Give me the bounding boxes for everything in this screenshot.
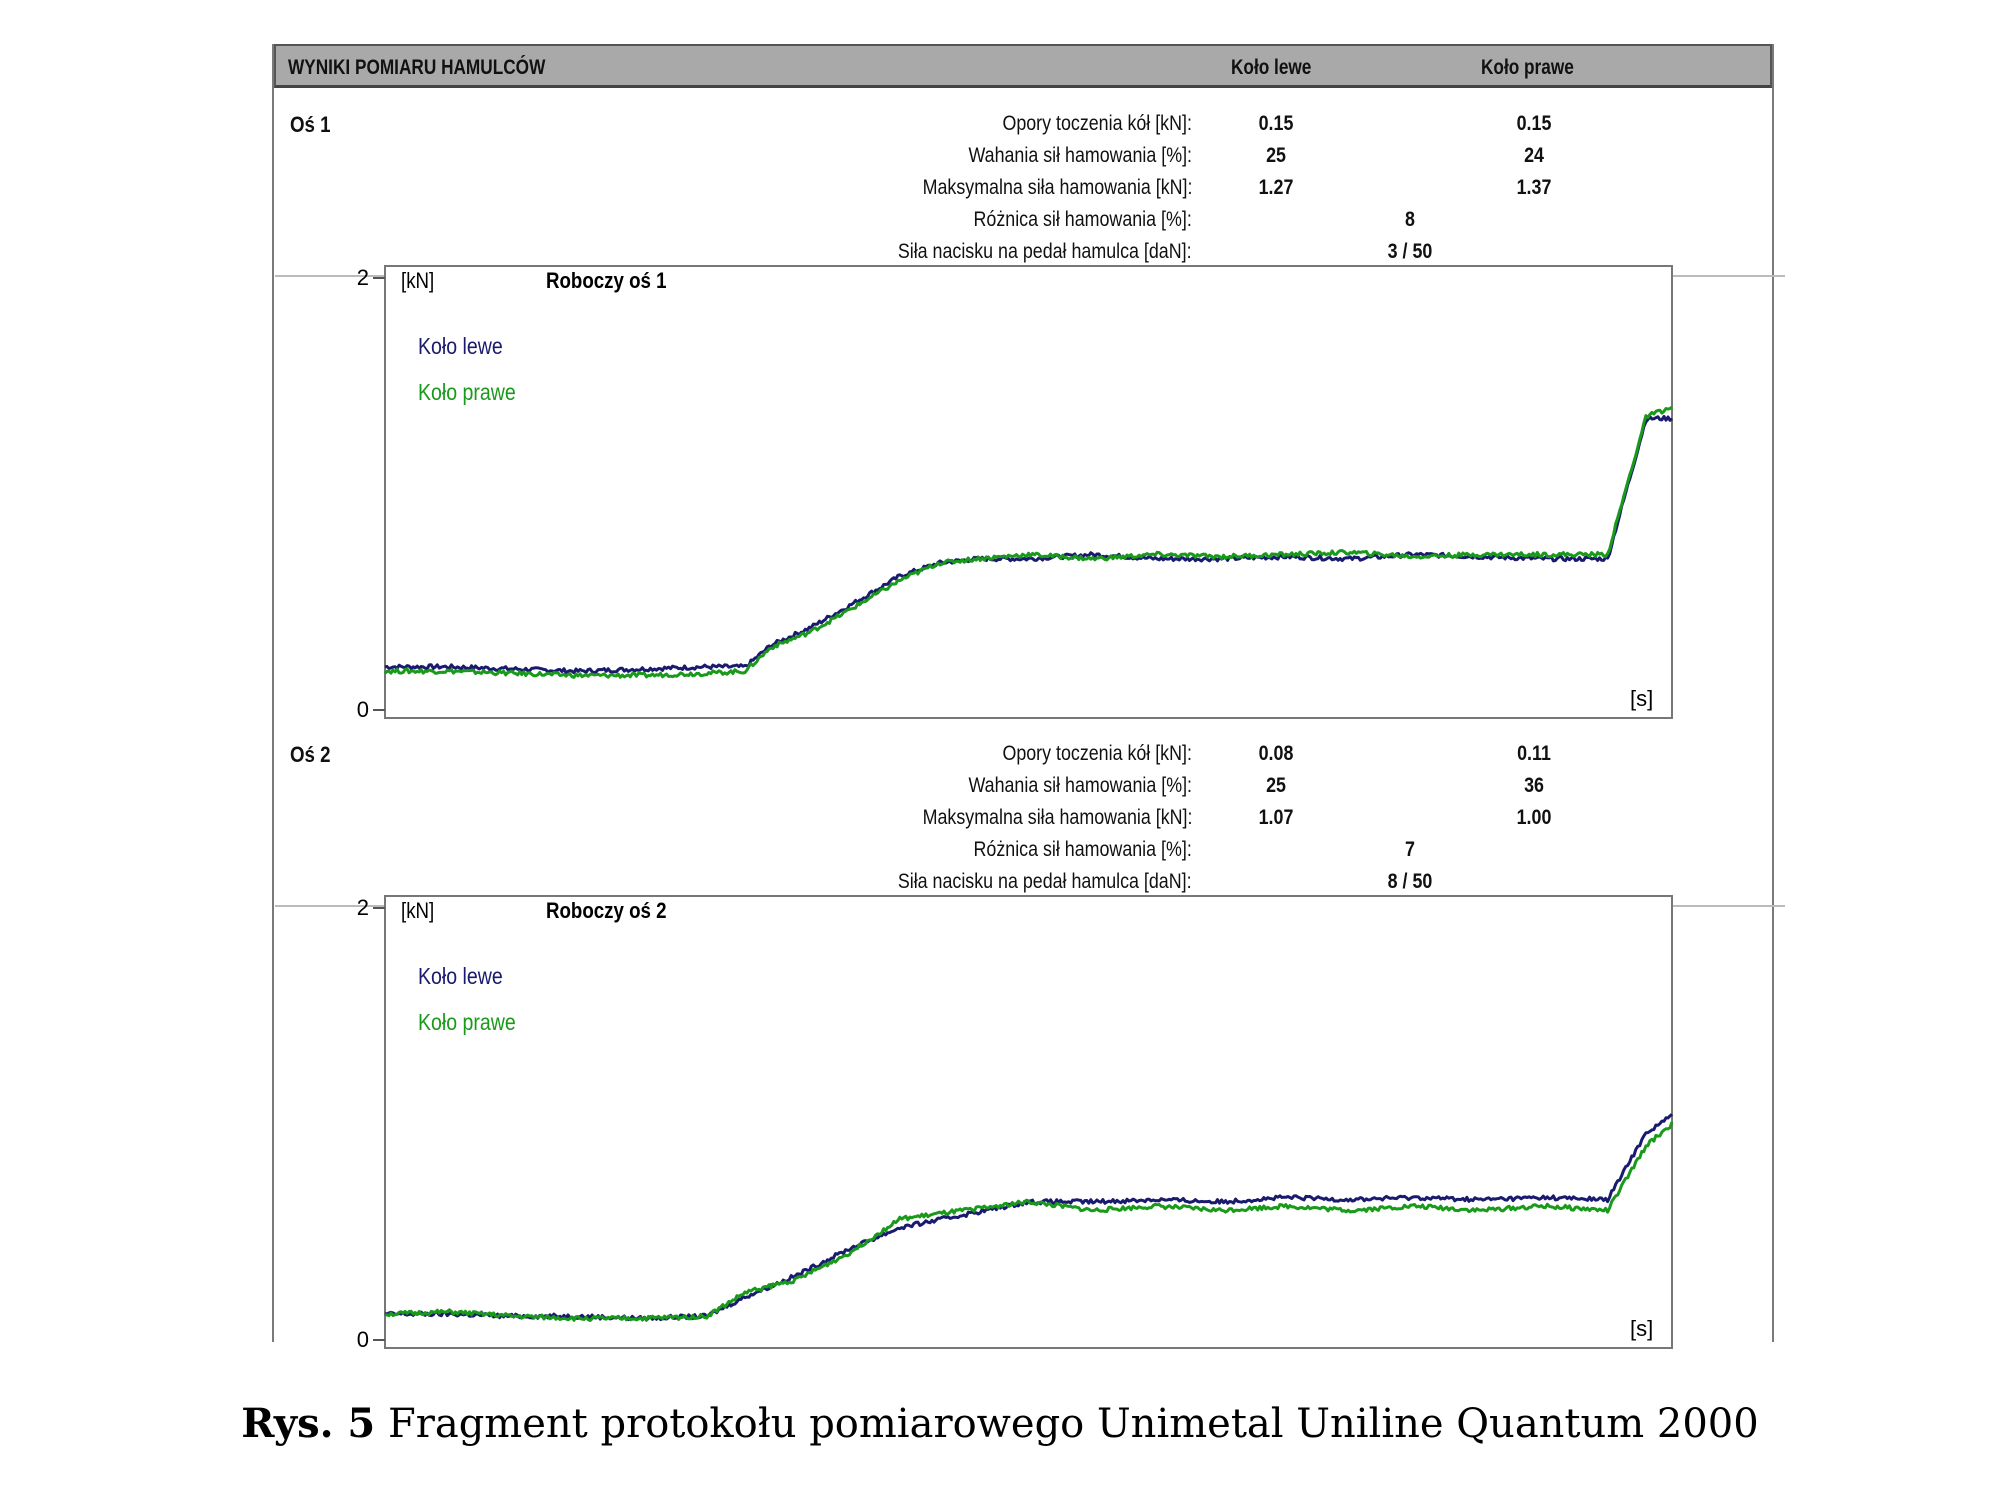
plot-frame: [384, 265, 1673, 719]
legend-left-wheel: Koło lewe: [418, 334, 503, 360]
measurement-value-center: 8 / 50: [1387, 870, 1433, 893]
measurement-value-right: 1.37: [1516, 176, 1552, 199]
measurement-label: Wahania sił hamowania [%]:: [968, 774, 1192, 797]
measurement-label: Różnica sił hamowania [%]:: [973, 838, 1192, 861]
x-axis-label: [s]: [1630, 686, 1653, 711]
chart-title: Roboczy oś 1: [546, 270, 666, 294]
measurement-value-left: 25: [1266, 774, 1286, 797]
caption-label: Rys. 5: [241, 1400, 376, 1447]
measurement-label: Maksymalna siła hamowania [kN]:: [922, 806, 1192, 829]
y-tick-label: 0: [357, 1327, 369, 1352]
series-line-right-wheel: [383, 405, 1673, 679]
measurement-value-right: 0.15: [1516, 112, 1552, 135]
chart-axle-1: 0 2 [kN] Roboczy oś 1 [s] Koło lewe Koło prawe: [275, 265, 1785, 722]
figure-caption: Rys. 5 Fragment protokołu pomiarowego Un…: [0, 1400, 2000, 1447]
measurement-label: Opory toczenia kół [kN]:: [1002, 742, 1192, 765]
legend-left-wheel: Koło lewe: [418, 964, 503, 990]
y-axis-label: [kN]: [401, 270, 434, 294]
measurement-value-left: 0.15: [1258, 112, 1294, 135]
series-line-right-wheel: [384, 1121, 1674, 1322]
measurement-value-center: 3 / 50: [1387, 240, 1433, 263]
caption-text: Fragment protokołu pomiarowego Unimetal …: [375, 1401, 1759, 1447]
axle-name: Oś 1: [290, 112, 331, 137]
measurement-label: Siła nacisku na pedał hamulca [daN]:: [898, 870, 1192, 893]
measurement-label: Wahania sił hamowania [%]:: [968, 144, 1192, 167]
chart-axle-2: 0 2 [kN] Roboczy oś 2 [s] Koło lewe Koło prawe: [275, 895, 1785, 1352]
y-axis-label: [kN]: [401, 900, 434, 924]
legend-right-wheel: Koło prawe: [418, 380, 516, 406]
col-right-label: Koło prawe: [1481, 56, 1574, 79]
y-tick-label: 2: [357, 895, 369, 920]
y-tick-label: 2: [357, 265, 369, 290]
measurement-label: Opory toczenia kół [kN]:: [1002, 112, 1192, 135]
x-axis-label: [s]: [1630, 1316, 1653, 1341]
plot-frame: [384, 895, 1673, 1349]
measurement-value-center: 8: [1405, 208, 1415, 231]
measurement-value-left: 1.07: [1258, 806, 1294, 829]
measurement-value-left: 1.27: [1258, 176, 1294, 199]
measurement-value-center: 7: [1405, 838, 1415, 861]
measurement-value-left: 0.08: [1258, 742, 1294, 765]
report-title: WYNIKI POMIARU HAMULCÓW: [288, 56, 546, 79]
brake-report: WYNIKI POMIARU HAMULCÓW Koło lewe Koło p…: [272, 44, 1774, 1342]
measurement-label: Siła nacisku na pedał hamulca [daN]:: [898, 240, 1192, 263]
report-header: WYNIKI POMIARU HAMULCÓW Koło lewe Koło p…: [274, 44, 1772, 88]
col-left-label: Koło lewe: [1231, 56, 1312, 79]
y-tick-label: 0: [357, 697, 369, 722]
measurement-value-right: 0.11: [1517, 742, 1551, 765]
measurement-value-right: 24: [1524, 144, 1544, 167]
measurement-value-right: 1.00: [1516, 806, 1552, 829]
measurement-label: Różnica sił hamowania [%]:: [973, 208, 1192, 231]
measurement-label: Maksymalna siła hamowania [kN]:: [922, 176, 1192, 199]
chart-title: Roboczy oś 2: [546, 900, 666, 924]
measurement-value-left: 25: [1266, 144, 1286, 167]
legend-right-wheel: Koło prawe: [418, 1010, 516, 1036]
axle-name: Oś 2: [290, 742, 331, 767]
measurement-value-right: 36: [1524, 774, 1544, 797]
